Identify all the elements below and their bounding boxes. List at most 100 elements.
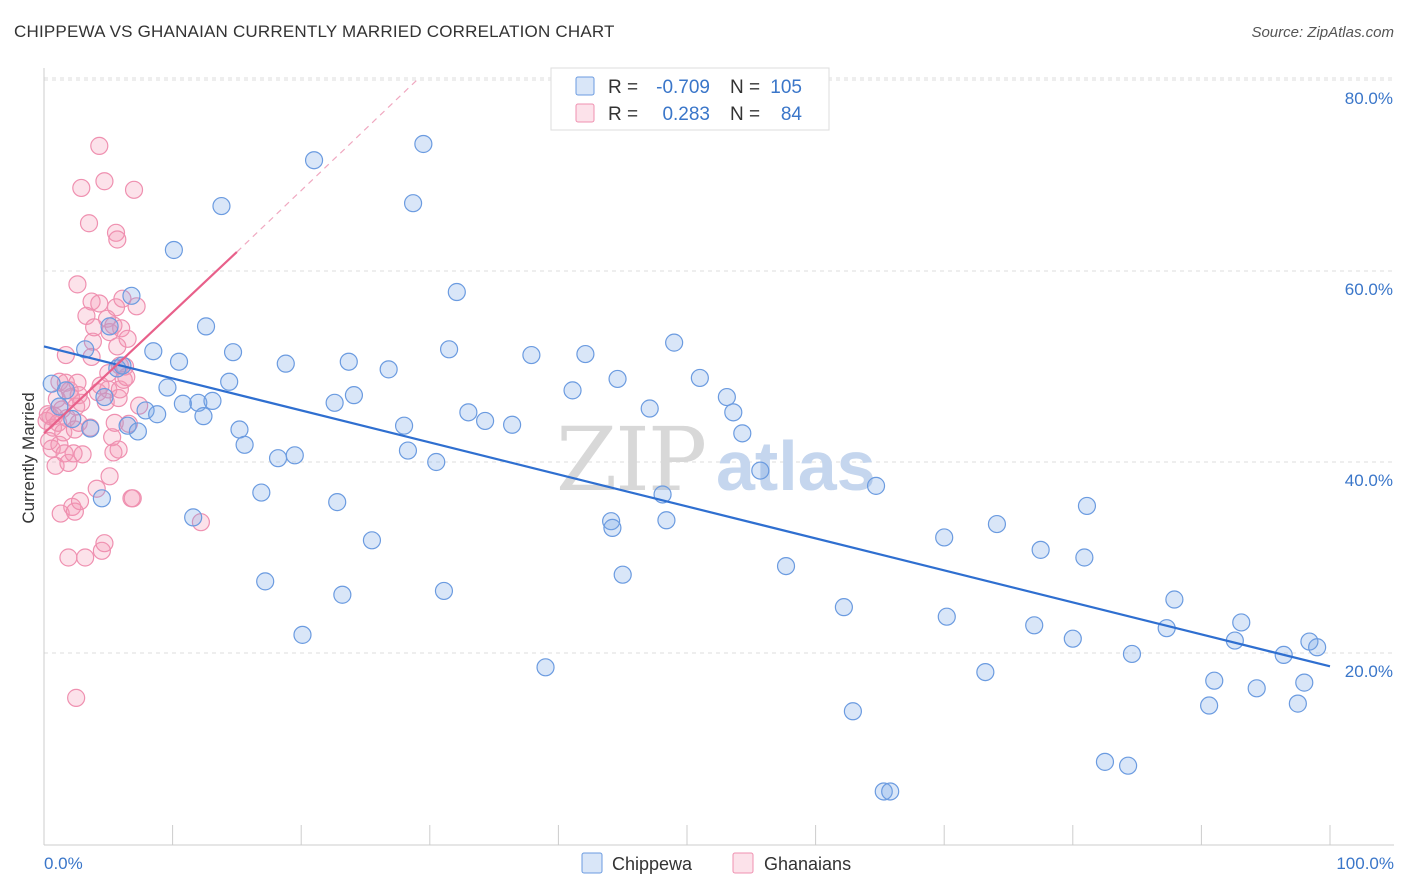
chippewa-point-5 — [81, 419, 100, 438]
y-tick-label-1: 40.0% — [1345, 471, 1393, 490]
ghanaian-trend-line — [43, 251, 238, 435]
chippewa-point-45 — [394, 416, 414, 435]
chippewa-point-48 — [414, 134, 433, 154]
ghanaian-point-65 — [108, 230, 127, 249]
chippewa-point-54 — [475, 411, 495, 431]
y-axis-title: Currently Married — [19, 392, 38, 523]
chippewa-point-67 — [665, 333, 684, 352]
chippewa-point-17 — [158, 378, 177, 397]
chippewa-point-102 — [1308, 638, 1327, 657]
chippewa-point-90 — [1122, 644, 1142, 664]
ghanaian-point-25 — [65, 502, 84, 521]
y-tick-label-3: 80.0% — [1345, 89, 1393, 108]
chippewa-point-2 — [56, 381, 75, 400]
ghanaian-point-81 — [127, 297, 146, 316]
chippewa-point-27 — [220, 372, 239, 391]
chippewa-point-82 — [987, 514, 1007, 534]
chippewa-point-93 — [1200, 696, 1219, 715]
chippewa-point-80 — [937, 607, 956, 626]
y-tick-label-0: 20.0% — [1345, 662, 1393, 681]
chippewa-point-23 — [194, 407, 213, 426]
chart-title: CHIPPEWA VS GHANAIAN CURRENTLY MARRIED C… — [14, 22, 615, 41]
y-tick-label-2: 60.0% — [1345, 280, 1393, 299]
ghanaian-point-19 — [59, 548, 78, 567]
chippewa-point-73 — [776, 556, 796, 576]
chippewa-point-36 — [293, 625, 312, 644]
chippewa-point-68 — [690, 368, 709, 388]
chippewa-point-100 — [1295, 673, 1314, 692]
chippewa-point-32 — [256, 572, 275, 591]
chippewa-point-7 — [95, 387, 114, 407]
ghanaian-point-39 — [79, 214, 99, 233]
y-tick-labels: 20.0% 40.0% 60.0% 80.0% — [1345, 89, 1393, 681]
chippewa-point-94 — [1205, 671, 1224, 690]
chippewa-point-15 — [144, 342, 163, 361]
chippewa-point-92 — [1165, 590, 1184, 609]
chippewa-point-87 — [1077, 496, 1097, 516]
ghanaian-point-43 — [83, 332, 102, 351]
chippewa-point-89 — [1118, 756, 1138, 775]
ghanaian-point-30 — [68, 275, 87, 294]
ghanaian-point-68 — [109, 440, 128, 459]
ghanaian-point-51 — [95, 534, 114, 553]
chippewa-point-40 — [333, 585, 352, 604]
bottom-legend-swatch-chippewa — [581, 852, 603, 874]
chippewa-point-37 — [304, 151, 324, 170]
bottom-legend: Chippewa Ghanaians — [581, 852, 851, 874]
legend-r-value-chippewa: -0.709 — [656, 77, 710, 98]
chippewa-point-59 — [576, 344, 595, 364]
watermark-zip: ZIP — [556, 408, 705, 511]
chippewa-point-33 — [268, 449, 288, 468]
x-tick-label-min: 0.0% — [44, 854, 83, 873]
chippewa-point-34 — [276, 354, 295, 373]
legend-n-label-ghanaians: N = — [730, 104, 760, 125]
chippewa-point-47 — [403, 194, 423, 213]
chippewa-point-55 — [503, 415, 522, 434]
chippewa-point-99 — [1288, 694, 1307, 713]
ghanaian-trend-extension — [236, 79, 418, 253]
chippewa-point-56 — [522, 345, 541, 365]
legend-swatch-chippewa — [575, 76, 595, 96]
chippewa-point-29 — [230, 420, 249, 439]
chippewa-point-24 — [196, 317, 216, 336]
axes — [43, 68, 1394, 846]
x-tick-label-max: 100.0% — [1336, 854, 1394, 873]
ghanaian-point-80 — [124, 180, 144, 199]
chippewa-point-71 — [733, 424, 752, 443]
chippewa-point-60 — [602, 512, 621, 531]
series-chippewa — [42, 134, 1327, 801]
ghanaian-point-35 — [72, 393, 91, 412]
legend-swatch-ghanaians — [575, 103, 595, 123]
chippewa-point-70 — [724, 403, 743, 422]
ghanaian-point-20 — [59, 453, 78, 473]
source-label: Source: ZipAtlas.com — [1251, 24, 1394, 41]
ghanaian-point-73 — [114, 370, 133, 389]
ghanaian-point-28 — [67, 688, 86, 707]
chippewa-point-12 — [118, 416, 137, 435]
bottom-legend-swatch-ghanaians — [732, 852, 754, 874]
chippewa-point-57 — [536, 658, 555, 677]
legend-box — [550, 67, 830, 131]
chippewa-point-25 — [203, 391, 222, 410]
chippewa-point-69 — [717, 387, 736, 407]
chippewa-point-61 — [603, 518, 622, 537]
chippewa-point-46 — [398, 441, 418, 460]
legend: R = -0.709 N = 105 R = 0.283 N = 84 — [550, 67, 830, 131]
chippewa-point-31 — [252, 483, 271, 502]
chippewa-point-35 — [285, 446, 304, 465]
chippewa-point-38 — [325, 393, 344, 412]
ghanaian-point-48 — [90, 136, 109, 155]
chippewa-point-42 — [344, 386, 364, 405]
chippewa-point-51 — [439, 340, 459, 359]
ghanaian-point-12 — [51, 504, 70, 523]
chippewa-point-20 — [173, 394, 192, 413]
legend-r-value-ghanaians: 0.283 — [662, 104, 710, 125]
chippewa-point-43 — [362, 531, 382, 550]
ghanaian-point-76 — [118, 329, 137, 348]
ghanaian-point-79 — [123, 489, 142, 508]
legend-n-value-chippewa: 105 — [770, 77, 802, 98]
chippewa-point-41 — [339, 352, 358, 371]
chippewa-point-3 — [63, 409, 82, 429]
chippewa-point-74 — [834, 598, 853, 617]
